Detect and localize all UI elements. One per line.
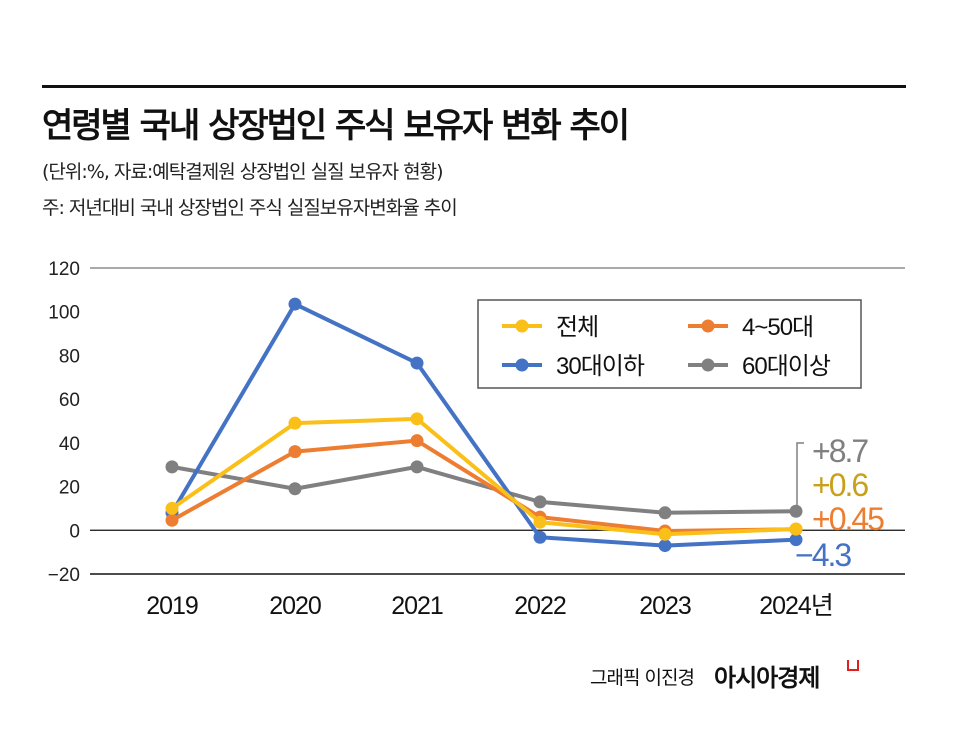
x-tick-label: 2020 [269,592,321,620]
graphic-credit: 그래픽 이진경 [590,667,695,689]
y-tick-label: 0 [69,521,80,542]
end-value-label: +0.45 [812,501,884,537]
data-point [288,445,302,459]
data-point [533,495,547,509]
x-tick-label: 2022 [514,592,566,620]
series-line-3 [171,464,797,515]
top-rule [42,85,906,88]
legend-marker [515,319,529,333]
chart-source: (단위:%, 자료:예탁결제원 상장법인 실질 보유자 현황) [42,161,444,183]
label-leader-line [796,442,804,506]
data-point [165,460,179,474]
legend-box [477,299,862,389]
series-line-1 [171,438,797,533]
data-point [410,434,424,448]
legend-label: 60대이상 [742,353,831,380]
x-tick-label: 2021 [391,592,443,620]
data-point [789,533,803,547]
chart-note: 주: 저년대비 국내 상장법인 주식 실질보유자변화율 추이 [42,197,458,219]
y-tick-label: 20 [59,478,80,499]
data-point [789,504,803,518]
end-value-label: +0.6 [812,467,868,503]
y-tick-label: 120 [48,259,80,280]
data-point [658,506,672,520]
x-tick-label: 2023 [639,592,691,620]
data-point [533,530,547,544]
x-tick-label: 2019 [146,592,198,620]
y-tick-label: 80 [59,346,80,367]
legend-label: 4~50대 [742,314,813,341]
series-line-0 [170,416,797,537]
data-point [288,297,302,311]
brand-logo: 아시아경제 [714,664,820,692]
data-point [165,501,179,515]
y-tick-label: −20 [48,565,80,586]
chart-title: 연령별 국내 상장법인 주식 보유자 변화 추이 [42,106,630,146]
y-tick-label: 60 [59,390,80,411]
data-point [658,527,672,541]
brand-mark-icon [847,660,859,671]
end-value-label: +8.7 [812,433,868,469]
data-point [165,513,179,527]
data-point [288,416,302,430]
y-tick-label: 40 [59,434,80,455]
data-point [410,412,424,426]
data-point [288,482,302,496]
y-tick-label: 100 [48,303,80,324]
end-value-label: −4.3 [795,537,851,573]
legend-label: 전체 [556,314,598,341]
data-point [658,539,672,553]
data-point [789,522,803,536]
legend-marker [515,358,529,372]
series-line-2 [170,302,797,548]
data-point [533,515,547,529]
legend-label: 30대이하 [556,353,645,380]
data-point [410,356,424,370]
legend-marker [701,319,715,333]
data-point [410,460,424,474]
legend-marker [701,358,715,372]
x-tick-label: 2024년 [759,592,833,620]
